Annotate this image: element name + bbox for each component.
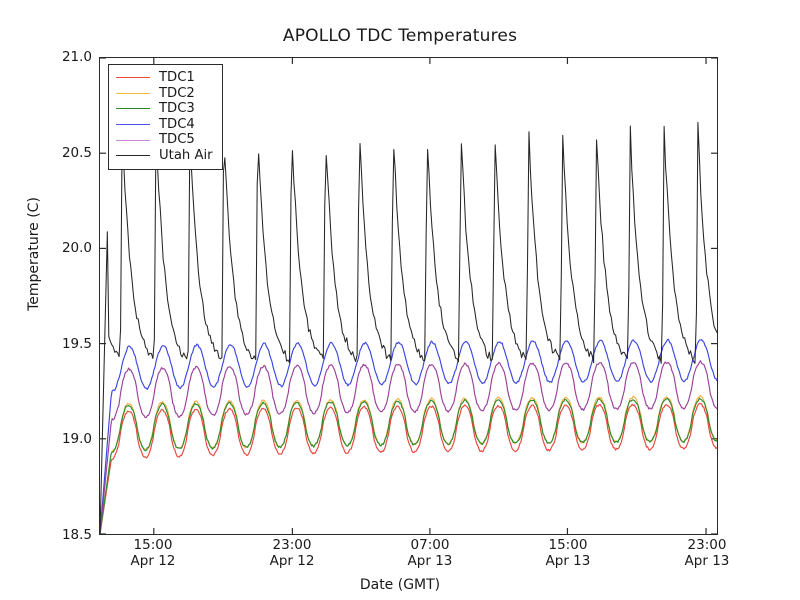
y-tick-label: 20.5 [61,144,92,161]
series-line-tdc1 [100,402,717,534]
y-tick-label: 20.0 [61,240,92,257]
x-tick-time: 23:00 [687,537,727,553]
y-tick-label: 19.0 [61,431,92,448]
x-tick-time: 15:00 [133,537,173,553]
y-tick-label: 21.0 [61,49,92,65]
x-axis-label: Date (GMT) [359,577,441,593]
legend-item-tdc1[interactable]: TDC1 [116,70,213,86]
legend-label: Utah Air [159,147,213,163]
legend-color-swatch [116,108,150,110]
y-axis-tick-labels: 18.5 19.0 19.5 20.0 20.5 21.0 [32,0,92,600]
legend-color-swatch [116,139,150,141]
legend-item-utah-air[interactable]: Utah Air [116,148,213,164]
x-tick-date: Apr 13 [684,552,730,569]
x-tick-date: Apr 12 [269,552,315,569]
legend-item-tdc3[interactable]: TDC3 [116,101,213,117]
legend-label: TDC4 [159,116,195,132]
legend-label: TDC2 [159,85,195,101]
x-tick-label: 23:00 Apr 12 [232,537,352,569]
series-line-tdc3 [100,397,717,534]
y-tick-label: 19.5 [61,335,92,352]
chart-plot-svg [100,58,717,534]
legend-item-tdc5[interactable]: TDC5 [116,132,213,148]
legend-item-tdc4[interactable]: TDC4 [116,117,213,133]
x-tick-time: 15:00 [548,537,588,553]
x-tick-label: 15:00 Apr 12 [93,537,213,569]
y-axis-label: Temperature (C) [26,197,42,311]
x-tick-date: Apr 12 [130,552,176,569]
legend-color-swatch [116,92,150,94]
x-tick-label: 15:00 Apr 13 [508,537,628,569]
x-tick-date: Apr 13 [545,552,591,569]
series-line-tdc4 [100,338,717,534]
legend-color-swatch [116,77,150,79]
y-tick-label: 18.5 [61,527,92,543]
series-line-tdc2 [100,395,717,534]
x-axis-tick-labels: 15:00 Apr 12 23:00 Apr 12 07:00 Apr 13 15:00 Ap… [0,537,800,584]
x-tick-label: 23:00 Apr 13 [647,537,767,569]
legend-color-swatch [116,155,150,157]
chart-legend[interactable]: TDC1 TDC2 TDC3 TDC4 TDC5 Utah Air [108,64,223,170]
legend-label: TDC5 [159,132,195,148]
x-tick-time: 07:00 [410,537,450,553]
series-line-tdc5 [100,360,717,534]
legend-label: TDC1 [159,70,195,85]
chart-title: APOLLO TDC Temperatures [282,26,518,46]
x-tick-label: 07:00 Apr 13 [370,537,490,569]
series-line-utah-air [100,121,717,534]
x-tick-time: 23:00 [272,537,312,553]
legend-item-tdc2[interactable]: TDC2 [116,86,213,102]
legend-color-swatch [116,124,150,126]
legend-label: TDC3 [159,101,195,117]
x-tick-date: Apr 13 [407,552,453,569]
